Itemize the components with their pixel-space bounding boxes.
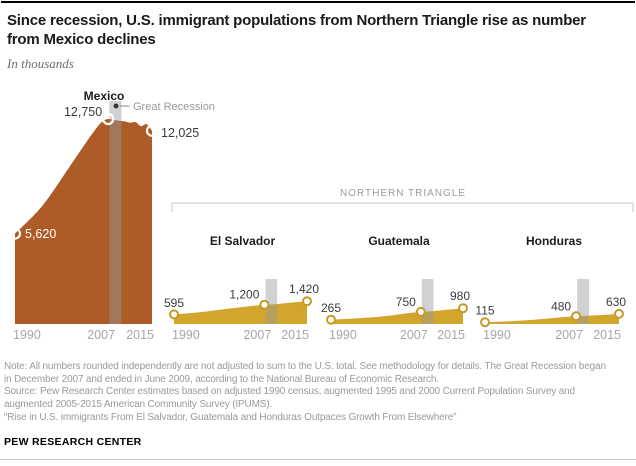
mexico-recession-band [109,101,122,324]
bottom-rule [0,459,636,460]
el-salvador-value-label-2015: 1,420 [289,282,319,296]
honduras-value-label-2015: 630 [606,295,626,309]
honduras-axis-label-2007: 2007 [555,328,583,342]
mexico-title: Mexico [84,89,125,103]
el-salvador-chart: El Salvador 595 1,200 1,420 1990 2007 2015 [164,234,319,342]
honduras-axis-label-1990: 1990 [483,328,511,342]
honduras-point-2015 [614,308,624,319]
el-salvador-area-fill [174,301,307,324]
guatemala-axis-label-2007: 2007 [400,328,428,342]
guatemala-title: Guatemala [368,234,430,248]
guatemala-point-2015 [458,303,468,314]
guatemala-value-label-1990: 265 [321,301,341,315]
note-line: Note: All numbers rounded independently … [4,361,606,372]
honduras-chart: Honduras 115 480 630 1990 2007 2015 [475,234,626,342]
mexico-point-2007 [102,112,115,126]
note-line: in December 2007 and ended in June 2009,… [4,373,439,385]
chart-unit-note: In thousands [7,56,74,71]
mexico-axis-label-2015: 2015 [126,328,154,342]
guatemala-axis-label-1990: 1990 [329,328,357,342]
guatemala-area-fill [331,308,463,324]
top-rule [1,1,635,3]
el-salvador-value-label-2007: 1,200 [229,288,259,302]
brand-footer: PEW RESEARCH CENTER [4,436,142,448]
guatemala-point-1990 [326,314,336,325]
guatemala-recession-band [421,279,434,324]
el-salvador-axis-label-2007: 2007 [243,328,271,342]
guatemala-value-label-2007: 750 [396,295,416,309]
mexico-value-label-1990: 5,620 [25,227,56,241]
page-title: Since recession, U.S. immigrant populati… [7,11,586,49]
note-line: “Rise in U.S. immigrants From El Salvado… [4,411,457,423]
el-salvador-value-label-1990: 595 [164,296,184,310]
mexico-axis-label-1990: 1990 [13,328,41,342]
guatemala-axis-label-2015: 2015 [437,328,465,342]
el-salvador-point-1990 [169,309,179,320]
honduras-area-fill [485,313,619,324]
mexico-point-1990 [8,227,22,240]
great-recession-dot [113,103,119,109]
guatemala-chart: Guatemala 265 750 980 1990 2007 2015 [321,234,470,342]
footnotes: Note: All numbers rounded independently … [4,361,606,425]
note-line: Source: Pew Research Center estimates ba… [4,386,575,398]
el-salvador-axis-label-1990: 1990 [172,328,200,342]
honduras-axis-label-2015: 2015 [593,328,621,342]
honduras-point-2007 [571,311,582,322]
el-salvador-point-2015 [302,296,312,307]
honduras-recession-band [577,279,589,324]
page-title-line-2: from Mexico declines [7,31,156,48]
mexico-value-label-2015: 12,025 [161,126,199,140]
honduras-title: Honduras [526,234,582,248]
el-salvador-point-2007 [259,299,270,310]
el-salvador-title: El Salvador [210,234,276,248]
mexico-axis-label-2007: 2007 [87,328,115,342]
note-line: augmented 2005-2015 American Community S… [4,399,273,411]
mexico-point-2015 [145,124,159,137]
honduras-value-label-1990: 115 [475,304,494,318]
mexico-chart: Mexico 5,620 12,750 12,025 1990 2007 2015 [8,89,199,342]
el-salvador-recession-band [265,279,278,324]
page-title-line-1: Since recession, U.S. immigrant populati… [7,12,586,29]
honduras-point-1990 [480,317,490,328]
northern-triangle-label: NORTHERN TRIANGLE [340,188,466,199]
guatemala-value-label-2015: 980 [450,289,470,303]
northern-triangle-bracket [171,202,634,212]
mexico-value-label-2007: 12,750 [64,105,102,119]
mexico-area-fill [15,118,152,325]
honduras-value-label-2007: 480 [551,299,571,313]
guatemala-point-2007 [415,306,426,317]
great-recession-label: Great Recession [133,101,215,113]
el-salvador-axis-label-2015: 2015 [281,328,309,342]
